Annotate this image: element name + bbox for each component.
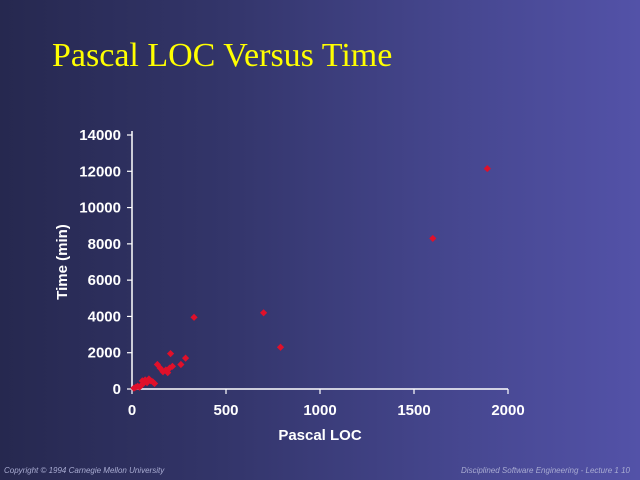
data-point	[137, 381, 145, 389]
data-point	[260, 309, 268, 317]
data-point	[483, 164, 491, 173]
y-tick-label: 2000	[88, 345, 121, 362]
y-tick-label: 4000	[88, 308, 121, 325]
y-tick-label: 12000	[79, 163, 121, 180]
x-axis-ticks: 0 500 1000 1500 2000	[128, 389, 525, 419]
data-point	[150, 379, 159, 388]
data-point	[166, 364, 174, 372]
y-tick-label: 6000	[88, 272, 121, 289]
data-point	[166, 350, 175, 358]
footer-lecture-info: Disciplined Software Engineering - Lectu…	[461, 466, 630, 475]
x-tick-label: 0	[128, 402, 136, 419]
data-point	[143, 379, 151, 387]
data-point	[276, 343, 285, 351]
data-points	[130, 164, 491, 392]
x-tick-label: 500	[213, 402, 238, 419]
data-point	[190, 313, 198, 321]
data-point	[429, 234, 437, 243]
chart-axes	[131, 131, 508, 390]
data-point	[181, 354, 190, 362]
y-axis-ticks: 0 2000 4000 6000 8000 10000 12000 14000	[79, 127, 132, 398]
x-axis-title: Pascal LOC	[278, 427, 362, 444]
slide-title: Pascal LOC Versus Time	[52, 37, 393, 74]
data-point	[168, 362, 177, 370]
y-tick-label: 14000	[79, 127, 121, 144]
x-tick-label: 2000	[491, 402, 524, 419]
data-point	[156, 364, 164, 372]
footer-copyright: Copyright © 1994 Carnegie Mellon Univers…	[4, 466, 165, 475]
x-tick-label: 1000	[303, 402, 336, 419]
y-axis-title: Time (min)	[54, 224, 71, 300]
y-tick-label: 0	[113, 381, 121, 398]
y-tick-label: 8000	[88, 236, 121, 253]
data-point	[177, 360, 185, 369]
y-tick-label: 10000	[79, 200, 121, 217]
x-tick-label: 1500	[397, 402, 430, 419]
